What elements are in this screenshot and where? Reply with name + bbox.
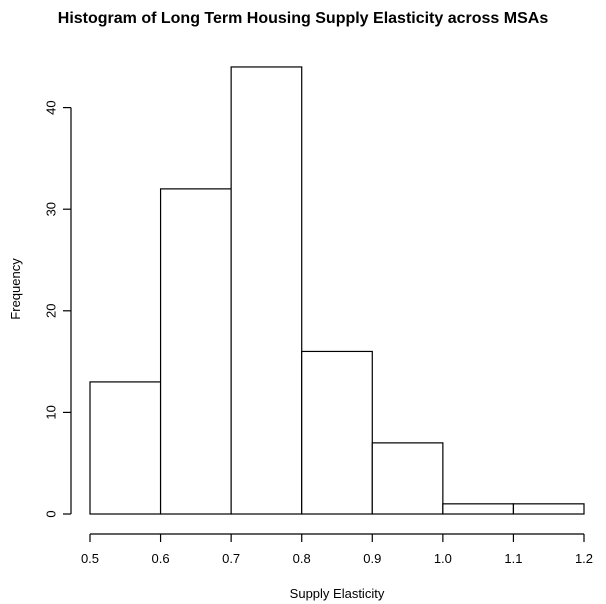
y-tick-label-5: 40 bbox=[43, 100, 58, 114]
x-tick-label-1: 0.5 bbox=[81, 551, 99, 566]
x-tick-label-5: 0.9 bbox=[363, 551, 381, 566]
y-axis: 0 10 20 30 40 bbox=[43, 100, 72, 518]
x-tick-label-4: 0.8 bbox=[293, 551, 311, 566]
x-tick-label-3: 0.7 bbox=[222, 551, 240, 566]
histogram-bar-1 bbox=[89, 381, 162, 515]
histogram-bar-3 bbox=[230, 66, 303, 515]
x-axis: 0.5 0.6 0.7 0.8 0.9 1.0 1.1 1.2 bbox=[81, 533, 593, 566]
histogram-bar-4 bbox=[301, 350, 373, 515]
histogram-bar-5 bbox=[371, 442, 444, 515]
chart-title: Histogram of Long Term Housing Supply El… bbox=[58, 10, 549, 27]
histogram-bar-2 bbox=[159, 188, 232, 515]
y-tick-label-2: 10 bbox=[43, 405, 58, 419]
histogram-bar-7 bbox=[512, 503, 585, 515]
bars-layer bbox=[89, 66, 585, 515]
x-tick-label-8: 1.2 bbox=[575, 551, 593, 566]
x-tick-label-6: 1.0 bbox=[434, 551, 452, 566]
y-tick-label-4: 30 bbox=[43, 202, 58, 216]
x-tick-label-2: 0.6 bbox=[152, 551, 170, 566]
histogram-bar-6 bbox=[442, 503, 515, 515]
y-tick-label-1: 0 bbox=[43, 510, 58, 517]
y-axis-label: Frequency bbox=[8, 258, 23, 320]
y-tick-label-3: 20 bbox=[43, 304, 58, 318]
x-axis-label: Supply Elasticity bbox=[290, 586, 385, 601]
x-tick-label-7: 1.1 bbox=[504, 551, 522, 566]
